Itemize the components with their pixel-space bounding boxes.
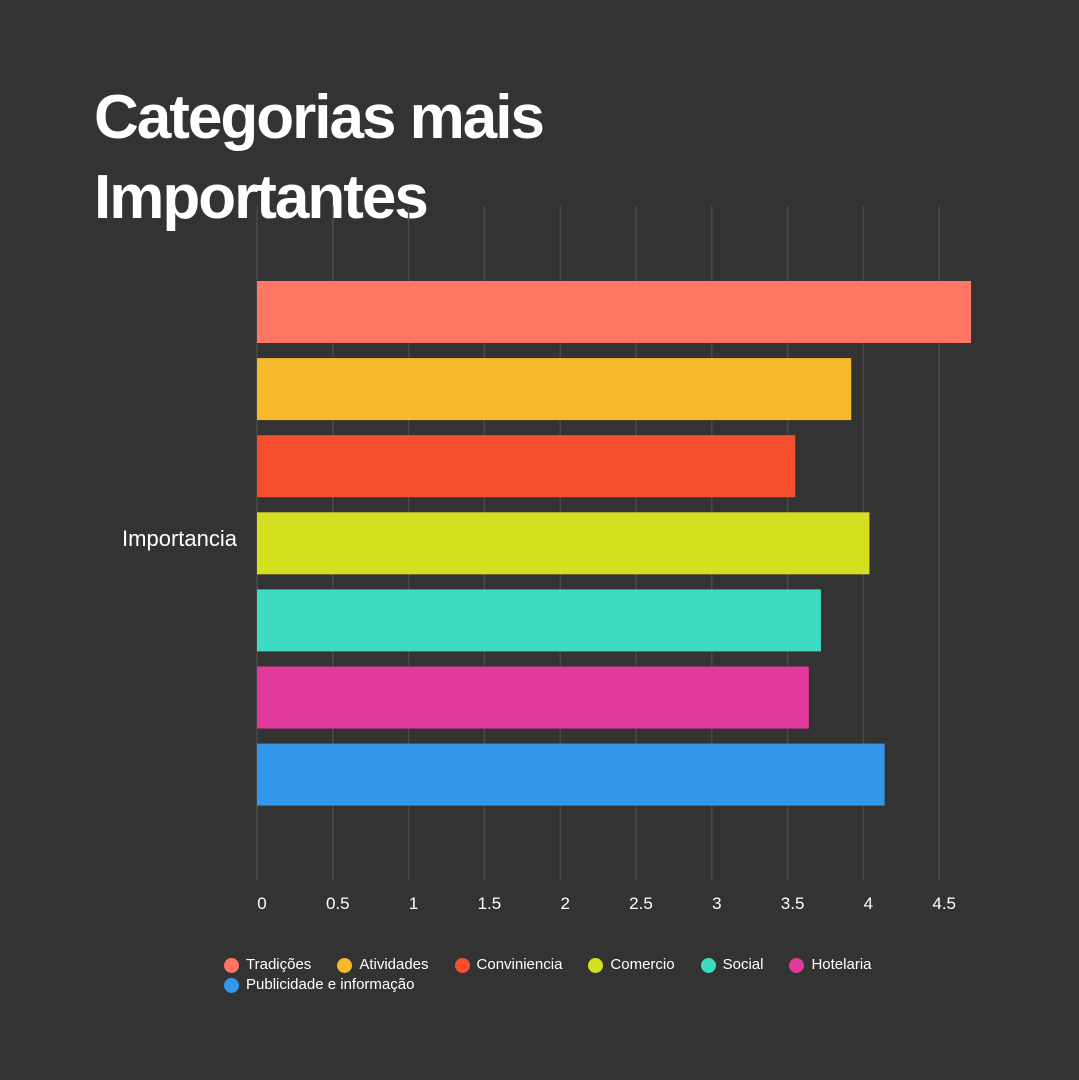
chart-title-line-2: Importantes	[94, 163, 429, 232]
legend-dot-icon	[789, 957, 805, 973]
x-tick-label: 3	[712, 894, 721, 913]
chart-title-line-1: Categorias mais	[94, 83, 545, 152]
bar-0	[257, 281, 972, 343]
legend-item: Tradições	[224, 956, 311, 974]
legend-label: Conviniencia	[476, 956, 563, 973]
x-tick-label: 0	[257, 894, 266, 913]
bar-3	[257, 512, 870, 575]
legend-item: Social	[700, 956, 764, 974]
legend-label: Atividades	[359, 956, 429, 973]
x-tick-label: 3.5	[781, 894, 805, 913]
legend-label: Hotelaria	[811, 956, 872, 973]
legend-item: Publicidade e informação	[224, 976, 414, 994]
x-tick-label: 1.5	[478, 894, 502, 913]
bars	[257, 281, 972, 806]
x-tick-label: 4	[864, 894, 873, 913]
legend-dot-icon	[337, 957, 353, 973]
x-tick-label: 0.5	[326, 894, 350, 913]
bar-1	[257, 358, 852, 421]
chart-title: Categorias mais Importantes	[94, 78, 694, 238]
x-tick-label: 2.5	[629, 894, 653, 913]
legend: Tradições Atividades Conviniencia Comercio S…	[224, 956, 924, 994]
x-tick-labels: 0 0.5 1 1.5 2 2.5 3 3.5 4 4.5	[257, 894, 956, 913]
x-tick-label: 4.5	[932, 894, 956, 913]
legend-label: Comercio	[610, 956, 675, 973]
legend-label: Social	[722, 956, 764, 973]
category-label: Importancia	[122, 526, 238, 551]
legend-dot-icon	[454, 957, 470, 973]
legend-dot-icon	[224, 957, 239, 973]
legend-label: Tradições	[246, 956, 312, 973]
legend-item: Atividades	[337, 956, 429, 974]
legend-dot-icon	[224, 977, 239, 993]
bar-5	[257, 666, 809, 729]
legend-label: Publicidade e informação	[246, 976, 415, 993]
bar-4	[257, 589, 821, 652]
legend-item: Hotelaria	[789, 956, 872, 974]
bar-6	[257, 743, 885, 806]
legend-item: Conviniencia	[454, 956, 563, 974]
legend-item: Comercio	[588, 956, 675, 974]
x-tick-label: 1	[409, 894, 418, 913]
x-tick-label: 2	[560, 894, 569, 913]
legend-dot-icon	[588, 957, 604, 973]
bar-2	[257, 435, 796, 498]
legend-dot-icon	[700, 957, 716, 973]
